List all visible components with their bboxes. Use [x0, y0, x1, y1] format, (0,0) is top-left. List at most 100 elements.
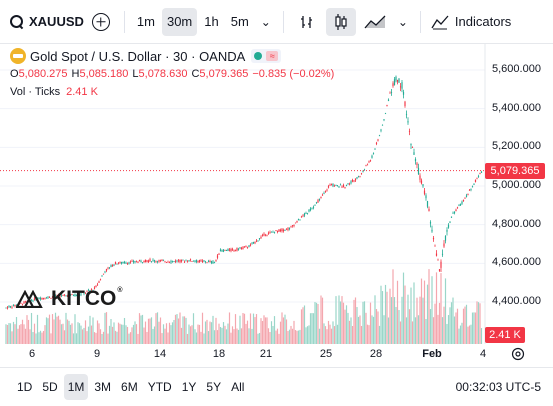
candle-body	[71, 293, 73, 295]
candle-body	[23, 301, 25, 304]
volume-bar	[249, 313, 252, 344]
volume-bar	[197, 324, 199, 344]
candle-body	[302, 215, 304, 217]
volume-bar	[402, 272, 405, 344]
candle-body	[126, 263, 129, 264]
candle-body	[275, 230, 277, 231]
volume-bar	[194, 329, 196, 344]
volume-bar	[11, 331, 13, 344]
volume-bar	[432, 317, 435, 344]
candle-body	[278, 229, 280, 232]
candle-body	[42, 298, 45, 299]
area-chart-type-icon[interactable]	[360, 8, 390, 36]
toolbar-divider	[419, 10, 421, 33]
candle-body	[401, 82, 403, 89]
volume-bar	[344, 309, 346, 344]
volume-bar	[117, 322, 120, 344]
candle-body	[218, 254, 220, 255]
interval-5m-button[interactable]: 5m	[230, 14, 249, 29]
chevron-down-icon[interactable]: ⌄	[260, 14, 271, 29]
range-ytd-button[interactable]: YTD	[147, 380, 172, 394]
compare-symbol-icon[interactable]	[91, 12, 110, 31]
price-chart[interactable]	[0, 44, 553, 367]
range-3m-button[interactable]: 3M	[94, 380, 112, 394]
volume-bar	[371, 315, 373, 344]
candle-body	[363, 169, 366, 171]
volume-bar	[387, 317, 390, 344]
candle-body	[273, 231, 276, 233]
candle-body	[266, 234, 268, 236]
volume-bar	[384, 284, 387, 344]
candle-body	[392, 83, 394, 87]
candlestick-chart-type-icon[interactable]	[325, 7, 356, 36]
indicators-button[interactable]: Indicators	[431, 14, 511, 30]
volume-bar	[464, 306, 466, 344]
candle-body	[309, 208, 312, 211]
candle-body	[44, 298, 46, 300]
volume-bar	[399, 321, 402, 344]
volume-bar	[30, 312, 33, 344]
candle-body	[65, 295, 67, 297]
kitco-reg: ®	[117, 287, 123, 294]
candle-body	[5, 307, 7, 309]
candle-body	[201, 260, 204, 263]
candle-body	[215, 260, 217, 261]
candle-body	[41, 297, 43, 300]
volume-bar	[15, 316, 18, 344]
volume-bar	[20, 324, 22, 344]
range-5y-button[interactable]: 5Y	[206, 380, 222, 394]
interval-1h-button[interactable]: 1h	[204, 14, 219, 29]
volume-bar	[341, 296, 343, 344]
chevron-down-icon[interactable]: ⌄	[397, 14, 408, 29]
interval-30m-button[interactable]: 30m	[161, 7, 198, 36]
candle-body	[9, 306, 12, 308]
volume-bar	[101, 333, 103, 344]
volume-bar	[411, 321, 414, 344]
range-5d-button[interactable]: 5D	[42, 380, 58, 394]
price-axis-label: 4,800.000	[492, 217, 541, 230]
bar-chart-type-icon[interactable]	[292, 8, 322, 36]
volume-bar	[447, 315, 450, 344]
range-1m-button[interactable]: 1M	[63, 374, 89, 400]
volume-bar	[477, 302, 480, 344]
volume-bar	[210, 322, 213, 344]
volume-bar	[353, 299, 355, 344]
candle-body	[279, 229, 282, 231]
candle-body	[95, 285, 97, 288]
range-6m-button[interactable]: 6M	[121, 380, 138, 394]
candle-body	[144, 259, 147, 263]
volume-bar	[303, 305, 306, 344]
candle-body	[194, 261, 196, 262]
candle-body	[132, 260, 135, 263]
range-1d-button[interactable]: 1D	[17, 380, 33, 394]
volume-bar	[410, 287, 412, 344]
market-status-badge[interactable]: ≈	[251, 49, 282, 63]
range-all-button[interactable]: All	[231, 380, 245, 394]
candle-body	[377, 139, 379, 141]
volume-bar	[240, 328, 243, 344]
volume-bar	[113, 322, 115, 344]
volume-bar	[69, 324, 72, 344]
candle-body	[387, 99, 390, 101]
range-1y-button[interactable]: 1Y	[181, 380, 197, 394]
candle-body	[264, 235, 267, 237]
candle-body	[240, 247, 243, 250]
volume-bar	[185, 317, 187, 344]
volume-bar	[276, 328, 279, 344]
chart-settings-icon[interactable]	[511, 347, 525, 361]
volume-bar	[414, 317, 417, 344]
candle-body	[374, 148, 376, 150]
volume-bar	[39, 330, 42, 344]
volume-bar	[350, 317, 352, 344]
candle-body	[182, 259, 184, 261]
symbol-search[interactable]: XAUUSD	[0, 0, 84, 44]
interval-1m-button[interactable]: 1m	[136, 14, 155, 29]
candle-body	[408, 130, 411, 132]
candle-body	[414, 158, 417, 162]
candle-body	[105, 268, 108, 271]
volume-bar	[51, 314, 54, 344]
volume-bar	[83, 327, 85, 344]
candle-body	[245, 245, 247, 247]
volume-bar	[359, 315, 361, 344]
candle-body	[420, 180, 423, 184]
